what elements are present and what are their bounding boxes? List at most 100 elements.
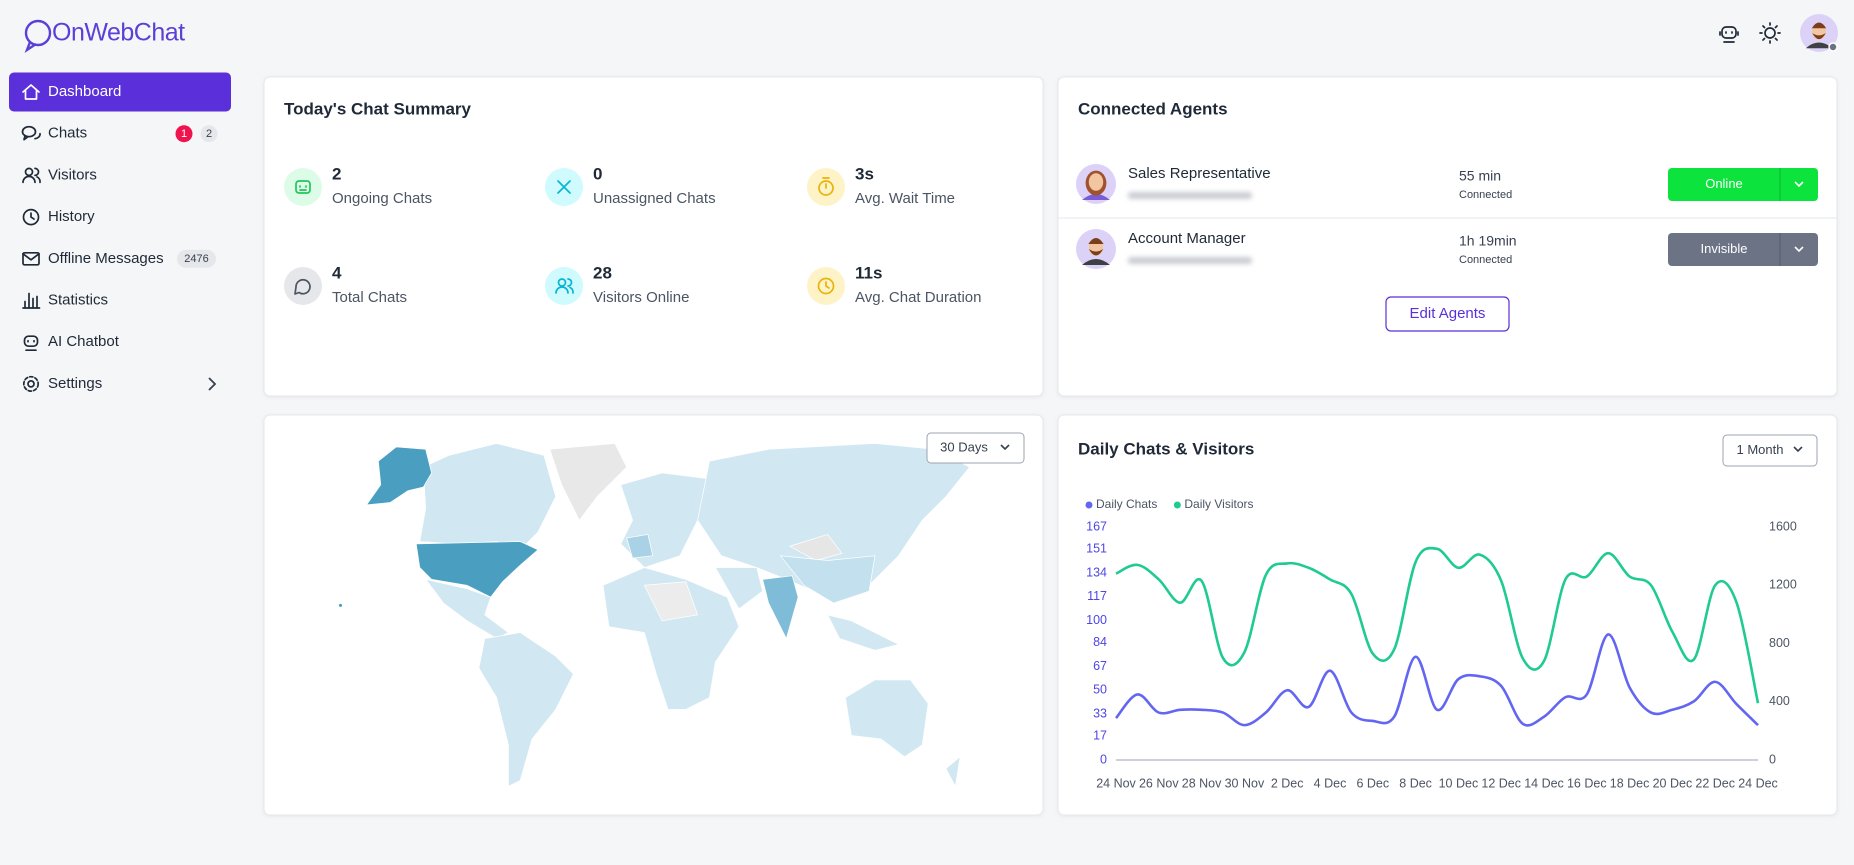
stat-icon-part [817, 277, 835, 295]
theme-toggle-part[interactable] [1759, 22, 1781, 44]
status-label: Invisible [1701, 241, 1748, 256]
summary-card: Today's Chat Summary 2 Ongoing Chats 0 Unas… [263, 76, 1044, 397]
stat-icon [557, 180, 571, 194]
stat-icon-part [555, 278, 574, 294]
avatar-body [1805, 42, 1833, 49]
stat-value: 0 [593, 164, 602, 183]
theme-toggle-part[interactable] [1764, 27, 1776, 39]
stat-icon [295, 180, 311, 194]
nav-icon-part [23, 335, 39, 348]
avatar-body [1082, 259, 1110, 265]
nav-icon [22, 208, 40, 226]
y2-tick-label: 1600 [1769, 519, 1797, 533]
country [714, 567, 764, 610]
country [424, 578, 510, 639]
agent-time-label: Connected [1459, 189, 1512, 201]
theme-toggle[interactable] [1759, 22, 1781, 44]
logo-tail[interactable] [24, 41, 37, 54]
nav-item[interactable]: Settings [22, 375, 102, 392]
button-label[interactable]: 1 Month [1737, 442, 1784, 457]
x-tick-label: 6 Dec [1356, 776, 1389, 790]
brand-name[interactable]: OnWebChat [52, 19, 186, 47]
dropdown-chevron[interactable] [1000, 444, 1010, 451]
agent-name: Account Manager [1128, 230, 1246, 247]
nav-item[interactable]: Statistics [22, 291, 108, 309]
bot-icon[interactable] [1719, 26, 1739, 43]
badge-count: 1 [181, 128, 187, 140]
bot-icon-part[interactable] [1719, 31, 1739, 43]
edit-agents-button[interactable]: Edit Agents [1385, 296, 1510, 332]
settings-chevron [208, 377, 217, 391]
nav-label: Visitors [48, 166, 97, 183]
badge-bg [175, 125, 193, 143]
stat: 11s Avg. Chat Duration [807, 263, 981, 306]
x-tick-label: 8 Dec [1399, 776, 1432, 790]
nav-item[interactable]: History [22, 208, 96, 226]
stat-icon-part [825, 281, 830, 289]
x-tick-label: 10 Dec [1439, 776, 1479, 790]
y2-tick-label: 0 [1769, 752, 1776, 766]
x-tick-label: 24 Nov [1096, 776, 1136, 790]
nav-icon-part [22, 251, 40, 266]
status-button[interactable]: Invisible [1668, 233, 1818, 266]
y-tick-label: 50 [1093, 683, 1107, 697]
nav-item[interactable]: Dashboard [9, 72, 231, 112]
nav-item[interactable]: Offline Messages 2476 [22, 250, 216, 268]
status-bg [1668, 233, 1818, 266]
button-bg[interactable] [926, 432, 1025, 464]
map-range-button[interactable]: 30 Days [926, 432, 1025, 464]
stat-icon-part [557, 278, 567, 287]
user-avatar[interactable] [1800, 14, 1838, 52]
button-label[interactable]: 30 Days [940, 439, 988, 454]
button-bg[interactable] [1722, 434, 1818, 467]
status-chevron [1794, 181, 1804, 188]
agent-email-blurred [1128, 192, 1252, 199]
nav-icon-part [27, 380, 35, 388]
nav-icon-part [24, 167, 34, 177]
dropdown-chevron[interactable] [1793, 446, 1803, 453]
chart-range-button[interactable]: 1 Month [1722, 434, 1818, 467]
sidebar-nav: Dashboard Chats 1 2 Visitors History Offline M… [9, 72, 231, 392]
bot-icon-part[interactable] [1721, 26, 1737, 39]
y-tick-label: 151 [1086, 542, 1107, 556]
stat-label: Visitors Online [593, 289, 689, 306]
avatar-face [1088, 173, 1104, 191]
stat-icon [555, 278, 574, 294]
nav-icon-part [22, 84, 40, 100]
avatar-hair [1811, 22, 1827, 29]
country [697, 443, 971, 598]
y-tick-label: 0 [1100, 752, 1107, 766]
nav-label: Chats [48, 125, 87, 142]
agent-row: Account Manager 1h 19min Connected Invisibl… [1076, 229, 1818, 269]
nav-item[interactable]: Chats 1 2 [21, 125, 218, 143]
stats: 2 Ongoing Chats 0 Unassigned Chats 3s Avg. Wa… [284, 164, 981, 306]
agent-time-label: Connected [1459, 254, 1512, 266]
y2-tick-label: 400 [1769, 694, 1790, 708]
map-card: 30 Days [263, 414, 1044, 816]
nav-icon-part [22, 208, 40, 226]
x-tick-label: 4 Dec [1314, 776, 1347, 790]
stat-icon-bg [284, 267, 322, 305]
logo[interactable]: OnWebChat [24, 19, 186, 54]
y-tick-label: 100 [1086, 613, 1107, 627]
nav-label: Statistics [48, 291, 108, 308]
stat: 3s Avg. Wait Time [807, 164, 955, 207]
country [945, 755, 961, 788]
nav-item[interactable]: Visitors [22, 166, 97, 183]
stat-icon-part [299, 185, 307, 191]
country [626, 534, 654, 559]
logo-bubble[interactable] [24, 19, 52, 47]
country [549, 443, 628, 521]
nav-icon [21, 125, 41, 141]
stat-icon [817, 277, 835, 295]
country [415, 541, 539, 598]
status-button[interactable]: Online [1668, 168, 1818, 201]
nav-icon-part [25, 339, 37, 352]
button-bg[interactable] [1385, 296, 1510, 332]
country [643, 581, 699, 622]
x-tick-label: 16 Dec [1567, 776, 1607, 790]
button-label[interactable]: Edit Agents [1410, 305, 1486, 322]
nav-icon-part [22, 292, 41, 309]
nav-item[interactable]: AI Chatbot [23, 333, 120, 352]
country [419, 443, 557, 551]
